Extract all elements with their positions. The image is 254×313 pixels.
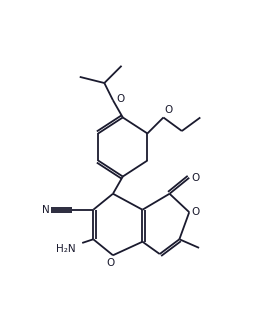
Text: O: O [192, 207, 200, 217]
Text: O: O [106, 258, 115, 268]
Text: H₂N: H₂N [56, 244, 76, 254]
Text: O: O [116, 94, 124, 104]
Text: O: O [192, 173, 200, 183]
Text: O: O [165, 105, 173, 115]
Text: N: N [42, 205, 50, 215]
